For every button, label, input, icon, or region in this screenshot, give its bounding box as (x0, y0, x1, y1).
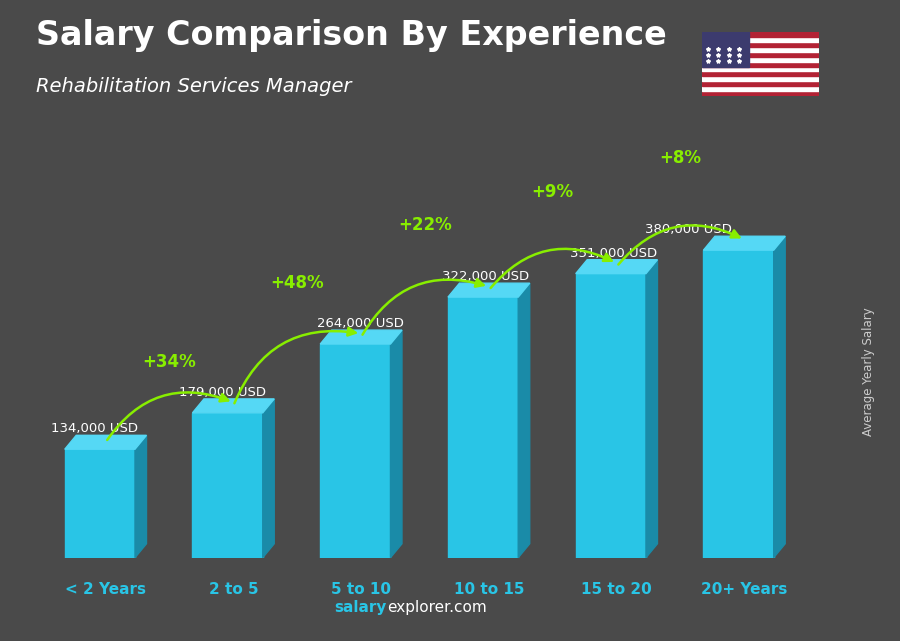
Text: 380,000 USD: 380,000 USD (645, 223, 733, 237)
Text: explorer.com: explorer.com (387, 601, 487, 615)
Text: salary: salary (335, 601, 387, 615)
Text: +48%: +48% (270, 274, 324, 292)
Text: +9%: +9% (532, 183, 574, 201)
Polygon shape (518, 283, 530, 558)
Bar (702, 67, 819, 72)
Text: 5 to 10: 5 to 10 (331, 582, 392, 597)
Bar (702, 91, 819, 96)
Text: 15 to 20: 15 to 20 (581, 582, 652, 597)
Text: 10 to 15: 10 to 15 (454, 582, 524, 597)
Bar (702, 32, 749, 67)
Polygon shape (65, 449, 135, 558)
Bar (702, 32, 819, 37)
Text: 179,000 USD: 179,000 USD (179, 386, 266, 399)
Polygon shape (320, 344, 391, 558)
Text: < 2 Years: < 2 Years (65, 582, 146, 597)
Text: 2 to 5: 2 to 5 (209, 582, 258, 597)
Text: +8%: +8% (660, 149, 701, 167)
Text: 20+ Years: 20+ Years (701, 582, 788, 597)
Bar (702, 52, 819, 56)
Bar (702, 76, 819, 81)
Bar (702, 87, 819, 91)
Bar (702, 37, 819, 42)
Polygon shape (774, 237, 785, 558)
Bar (702, 72, 819, 76)
Polygon shape (391, 330, 402, 558)
Polygon shape (448, 283, 530, 297)
Polygon shape (263, 399, 274, 558)
Text: +22%: +22% (398, 217, 452, 235)
Text: 134,000 USD: 134,000 USD (51, 422, 139, 435)
Polygon shape (576, 260, 658, 274)
Polygon shape (320, 330, 402, 344)
Text: +34%: +34% (142, 353, 196, 371)
Text: 322,000 USD: 322,000 USD (442, 270, 529, 283)
Polygon shape (193, 399, 274, 413)
Polygon shape (704, 237, 785, 250)
Text: 351,000 USD: 351,000 USD (570, 247, 657, 260)
Text: Salary Comparison By Experience: Salary Comparison By Experience (36, 19, 667, 52)
Bar (702, 42, 819, 47)
Text: 264,000 USD: 264,000 USD (317, 317, 404, 330)
Polygon shape (448, 297, 518, 558)
Polygon shape (646, 260, 658, 558)
Bar (702, 56, 819, 62)
Polygon shape (135, 435, 147, 558)
Bar (702, 47, 819, 52)
Polygon shape (576, 274, 646, 558)
Polygon shape (704, 250, 774, 558)
Polygon shape (65, 435, 147, 449)
Polygon shape (193, 413, 263, 558)
Text: Rehabilitation Services Manager: Rehabilitation Services Manager (36, 77, 352, 96)
Bar (702, 81, 819, 87)
Bar (702, 62, 819, 67)
Text: Average Yearly Salary: Average Yearly Salary (862, 308, 875, 436)
